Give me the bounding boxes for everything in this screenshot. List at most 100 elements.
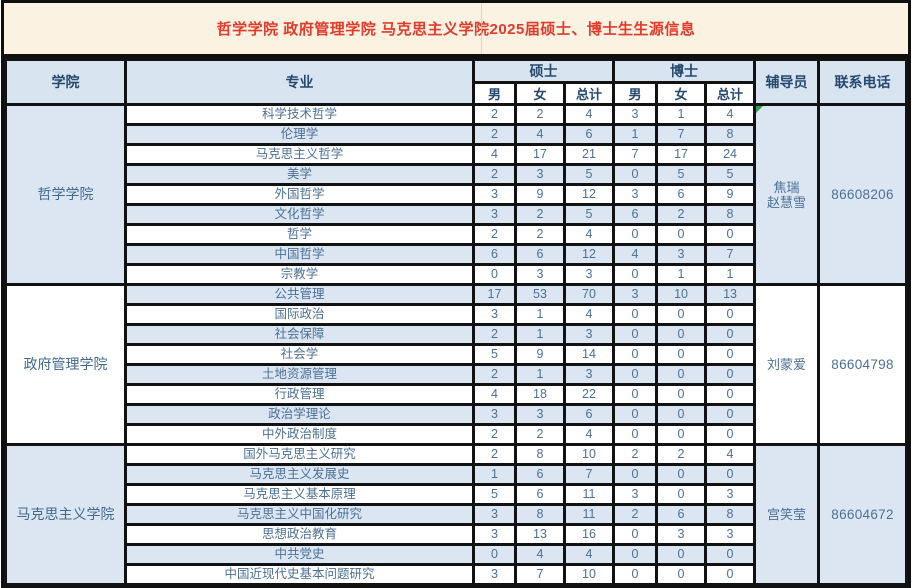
master-male-cell: 4	[472, 143, 517, 166]
master-female-cell: 4	[514, 543, 566, 566]
doctor-total-cell: 13	[704, 283, 757, 306]
master-male-cell: 2	[472, 323, 517, 346]
master-total-cell: 10	[562, 563, 616, 586]
master-total-cell: 5	[562, 203, 616, 226]
doctor-total-cell: 3	[704, 483, 757, 506]
table-header: 学院 专业 硕士 博士 辅导员 联系电话 男 女 总计 男 女 总计	[4, 58, 908, 106]
doctor-total-cell: 4	[704, 103, 757, 126]
table-row: 宗教学 0 3 3 0 1 1	[6, 263, 907, 286]
phone-cell: 86608206	[817, 103, 908, 286]
table-row: 马克思主义发展史 1 6 7 0 0 0	[6, 463, 907, 486]
master-total-cell: 4	[562, 303, 616, 326]
doctor-total-cell: 0	[704, 343, 757, 366]
doctor-male-cell: 0	[612, 163, 659, 186]
master-total-cell: 16	[562, 523, 616, 546]
college-cell: 马克思主义学院	[4, 443, 127, 586]
master-total-cell: 4	[562, 223, 616, 246]
header-phone: 联系电话	[817, 58, 908, 106]
major-cell: 思想政治教育	[124, 523, 475, 546]
doctor-total-cell: 8	[704, 503, 757, 526]
master-female-cell: 2	[514, 423, 566, 446]
table-row: 马克思主义哲学 4 17 21 7 17 24	[6, 143, 907, 166]
table-row: 政治学理论 3 3 6 0 0 0	[6, 403, 907, 426]
master-female-cell: 3	[514, 263, 566, 286]
master-male-cell: 3	[472, 403, 517, 426]
doctor-female-cell: 3	[655, 243, 708, 266]
doctor-female-cell: 0	[655, 463, 708, 486]
doctor-female-cell: 6	[655, 503, 708, 526]
major-cell: 美学	[124, 163, 475, 186]
table-title-bar: 哲学学院 政府管理学院 马克思主义学院2025届硕士、博士生生源信息	[4, 3, 908, 58]
doctor-female-cell: 0	[655, 323, 708, 346]
master-male-cell: 2	[472, 443, 517, 466]
college-cell: 哲学学院	[4, 103, 127, 286]
enrollment-table: 学院 专业 硕士 博士 辅导员 联系电话 男 女 总计 男 女 总计 哲学学院科…	[4, 58, 908, 586]
master-total-cell: 3	[562, 323, 616, 346]
master-male-cell: 2	[472, 163, 517, 186]
master-total-cell: 4	[562, 423, 616, 446]
master-female-cell: 6	[514, 463, 566, 486]
doctor-female-cell: 17	[655, 143, 708, 166]
counselor-name: 宫笑莹	[767, 507, 807, 522]
table-row: 政府管理学院 公共管理 17 53 70 3 10 13 刘蒙爱 86604798	[4, 283, 908, 446]
doctor-female-cell: 0	[655, 343, 708, 366]
doctor-male-cell: 3	[612, 483, 659, 506]
major-cell: 社会保障	[124, 323, 475, 346]
counselor-cell: 刘蒙爱	[753, 283, 821, 446]
major-cell: 马克思主义哲学	[124, 143, 475, 166]
major-cell: 马克思主义发展史	[124, 463, 475, 486]
doctor-male-cell: 0	[612, 263, 659, 286]
table-row: 中外政治制度 2 2 4 0 0 0	[6, 423, 907, 446]
master-female-cell: 3	[514, 163, 566, 186]
master-male-cell: 0	[472, 263, 517, 286]
doctor-female-cell: 0	[655, 363, 708, 386]
table-row: 社会保障 2 1 3 0 0 0	[6, 323, 907, 346]
major-cell: 马克思主义中国化研究	[124, 503, 475, 526]
doctor-total-cell: 0	[704, 403, 757, 426]
table-row: 中共党史 0 4 4 0 0 0	[6, 543, 907, 566]
table-row: 中国近现代史基本问题研究 3 7 10 0 0 0	[6, 563, 907, 586]
master-female-cell: 2	[514, 103, 566, 126]
phone-cell: 86604798	[817, 283, 908, 446]
master-male-cell: 2	[472, 423, 517, 446]
comment-marker-icon	[757, 107, 764, 113]
doctor-female-cell: 0	[655, 483, 708, 506]
doctor-male-cell: 2	[612, 503, 659, 526]
major-cell: 公共管理	[124, 283, 475, 306]
master-total-cell: 5	[562, 163, 616, 186]
master-total-cell: 14	[562, 343, 616, 366]
table-row: 马克思主义基本原理 5 6 11 3 0 3	[6, 483, 907, 506]
doctor-male-cell: 0	[612, 463, 659, 486]
header-doctor-female: 女	[655, 81, 708, 106]
master-female-cell: 17	[514, 143, 566, 166]
master-female-cell: 8	[514, 443, 566, 466]
major-cell: 外国哲学	[124, 183, 475, 206]
master-male-cell: 4	[472, 383, 517, 406]
master-female-cell: 4	[514, 123, 566, 146]
doctor-male-cell: 3	[612, 183, 659, 206]
major-cell: 宗教学	[124, 263, 475, 286]
master-female-cell: 1	[514, 303, 566, 326]
master-total-cell: 10	[562, 443, 616, 466]
major-cell: 中国近现代史基本问题研究	[124, 563, 475, 586]
table-body: 哲学学院 科学技术哲学 2 2 4 3 1 4 焦瑞 赵慧雪 86608206 伦理学 2 4 6 1 7 8 马克…	[4, 103, 908, 586]
major-cell: 伦理学	[124, 123, 475, 146]
doctor-total-cell: 0	[704, 223, 757, 246]
master-female-cell: 6	[514, 483, 566, 506]
master-female-cell: 3	[514, 403, 566, 426]
table-row: 中国哲学 6 6 12 4 3 7	[6, 243, 907, 266]
master-female-cell: 2	[514, 203, 566, 226]
doctor-total-cell: 0	[704, 323, 757, 346]
major-cell: 社会学	[124, 343, 475, 366]
master-total-cell: 12	[562, 243, 616, 266]
master-total-cell: 3	[562, 363, 616, 386]
master-male-cell: 2	[472, 363, 517, 386]
master-total-cell: 6	[562, 123, 616, 146]
table-row: 社会学 5 9 14 0 0 0	[6, 343, 907, 366]
doctor-total-cell: 7	[704, 243, 757, 266]
counselor-name: 赵慧雪	[767, 194, 807, 210]
doctor-male-cell: 0	[612, 563, 659, 586]
master-female-cell: 1	[514, 363, 566, 386]
master-male-cell: 3	[472, 303, 517, 326]
doctor-male-cell: 3	[612, 283, 659, 306]
